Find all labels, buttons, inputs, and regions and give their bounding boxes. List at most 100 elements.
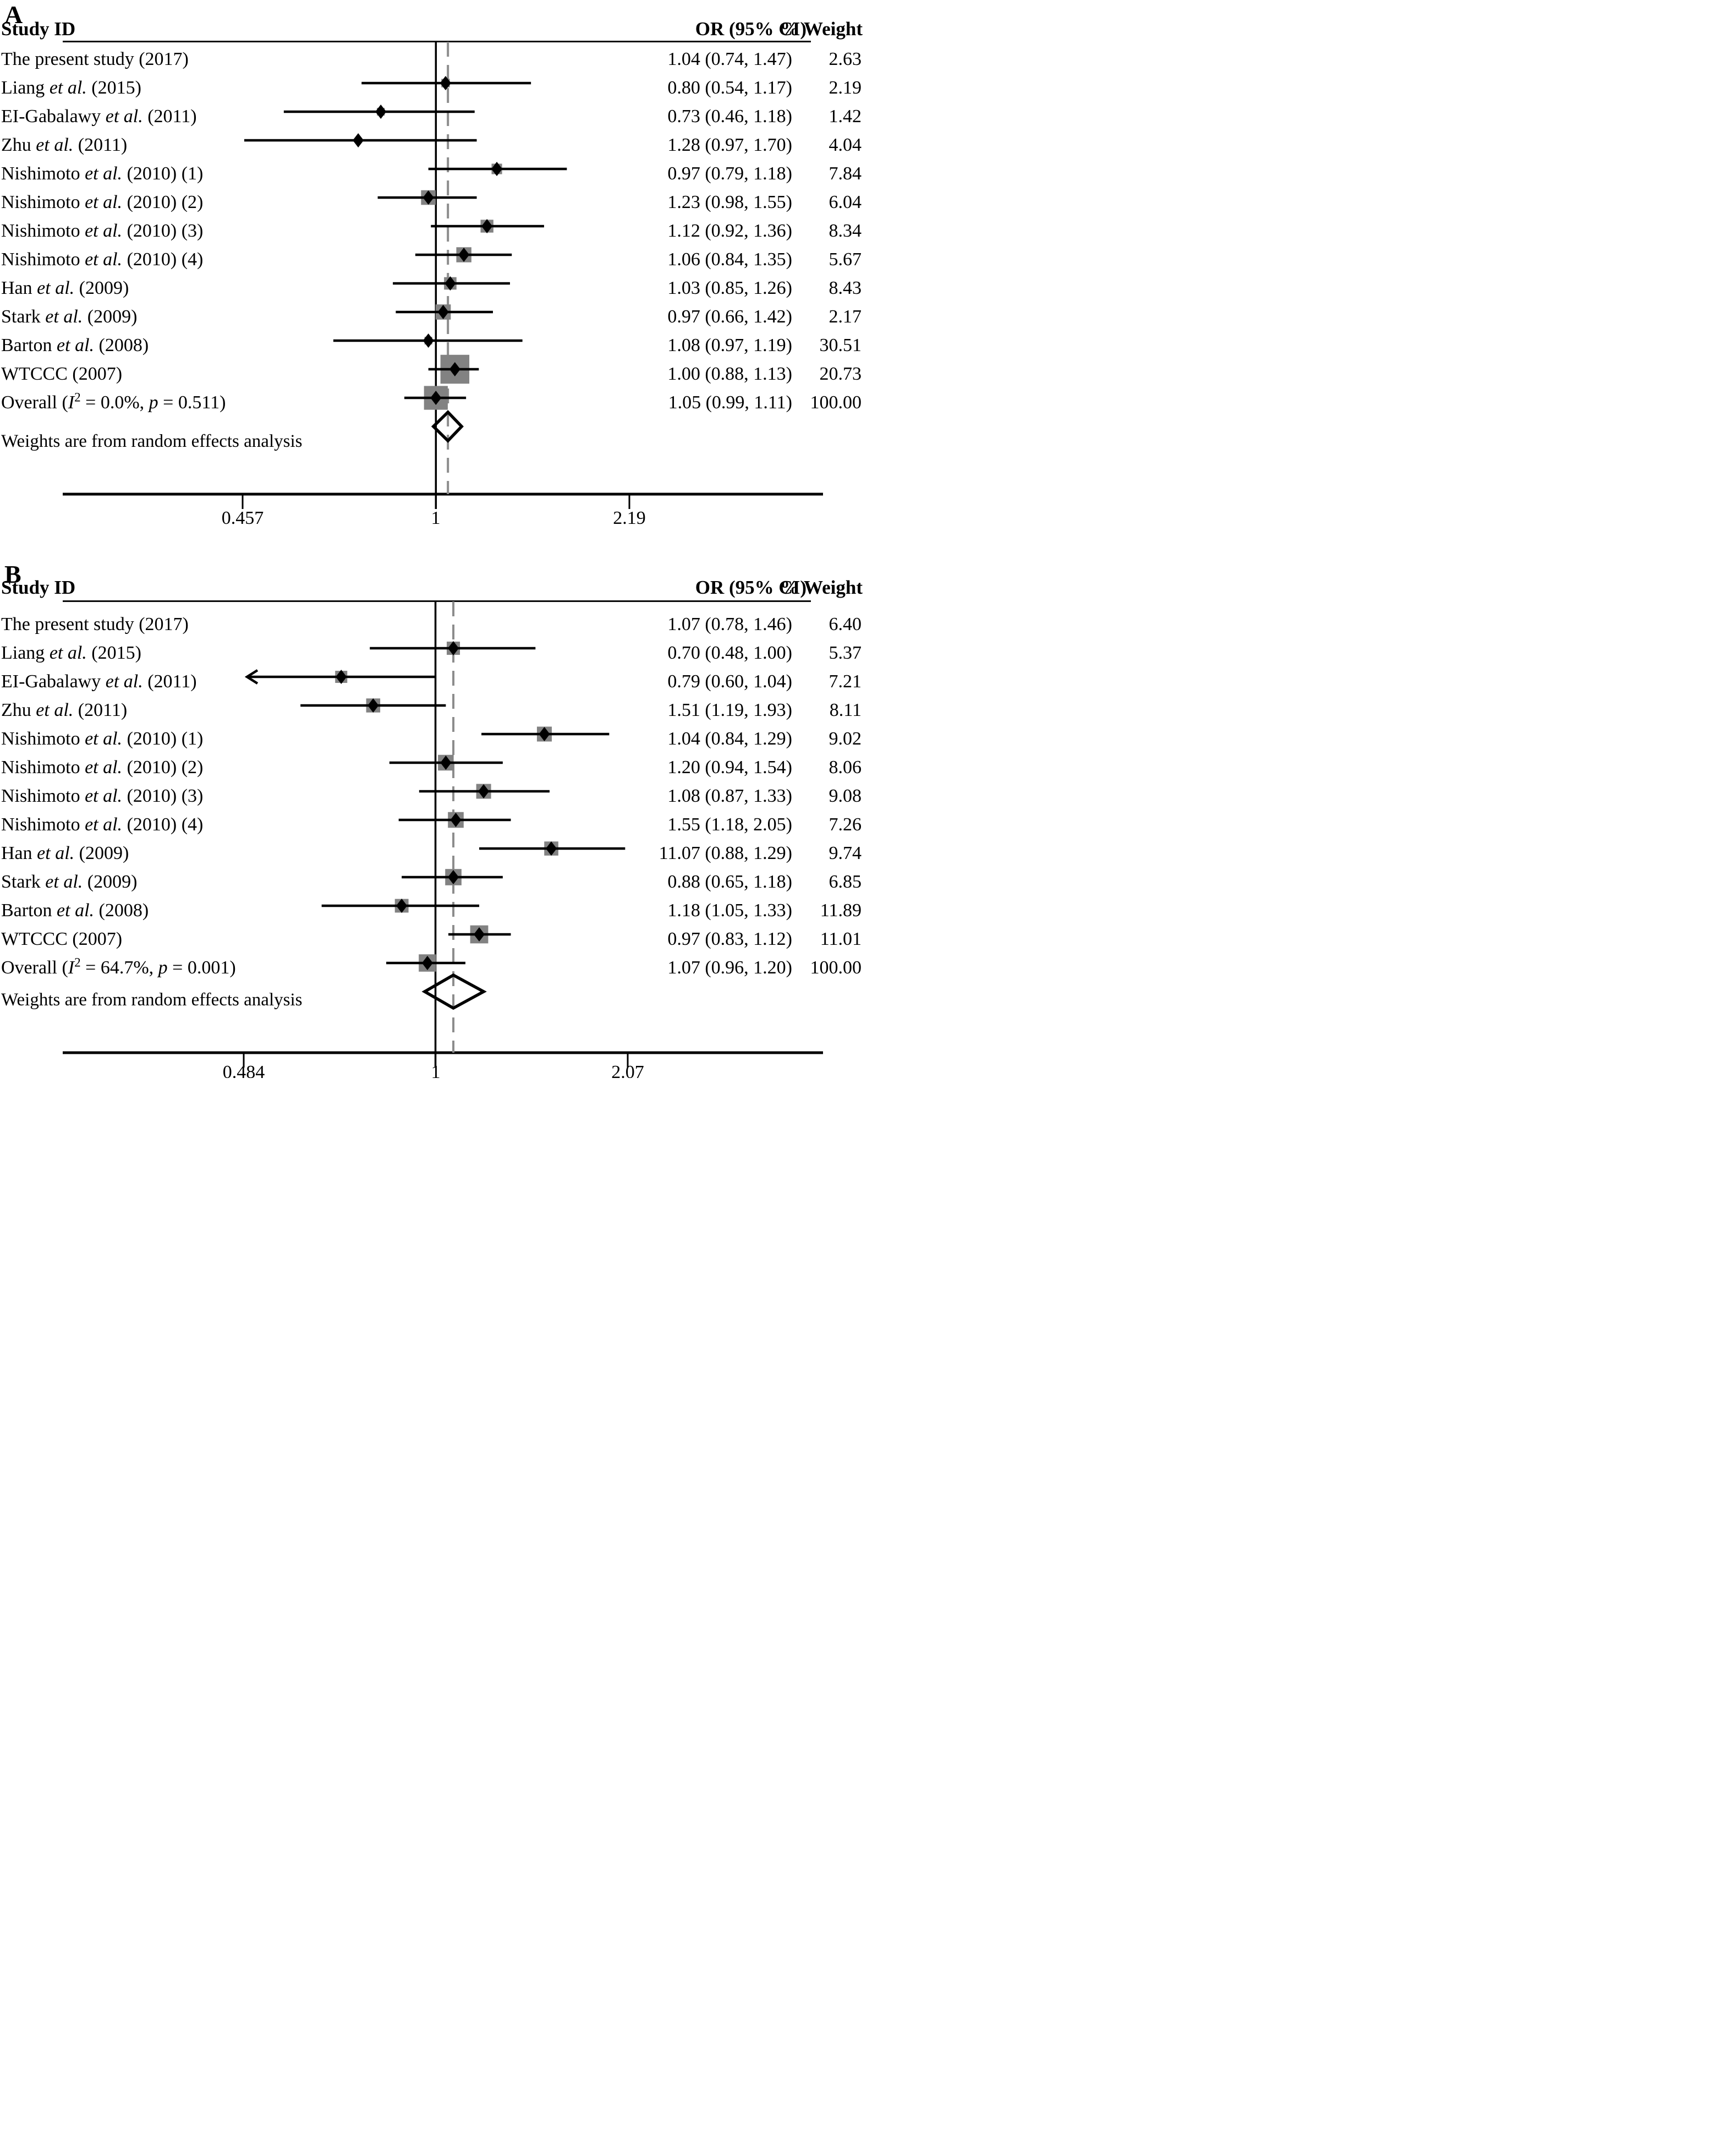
or-ci-value: 1.08 (0.97, 1.19) [667,335,792,355]
study-id-column-header: Study ID [1,577,76,598]
point-estimate-diamond [423,190,434,205]
study-row-label: Zhu et al. (2011) [1,700,128,720]
weight-square [445,869,462,885]
study-row-label: Nishimoto et al. (2010) (1) [1,163,204,184]
forest-panel-b: B Study ID OR (95% CI) % Weight The pres… [0,539,864,1079]
weight-value: 11.01 [820,929,862,949]
study-row-label: Barton et al. (2008) [1,335,149,355]
panel-letter: A [4,1,23,29]
weight-square [335,670,348,683]
or-ci-value: 0.88 (0.65, 1.18) [667,872,792,892]
study-row-label: WTCCC (2007) [1,364,123,384]
point-estimate-diamond [450,813,462,827]
weight-square [536,726,552,742]
weight-square [444,277,457,290]
study-row-label: Nishimoto et al. (2010) (4) [1,249,204,270]
weight-value: 100.00 [810,957,862,978]
overall-row-label: Overall (I2 = 0.0%, p = 0.511) [1,390,226,413]
weight-square [476,784,491,799]
weight-square [491,163,502,174]
weight-value: 2.17 [829,307,862,327]
weight-value: 1.42 [829,106,862,127]
forest-panel-a: A Study ID OR (95% CI) % Weight The pres… [0,0,864,539]
point-estimate-diamond [458,248,470,262]
point-estimate-diamond [437,305,449,319]
left-arrow-icon [244,669,259,685]
point-estimate-diamond [546,841,557,856]
weight-value: 8.06 [829,757,862,778]
or-ci-value: 1.06 (0.84, 1.35) [667,249,792,270]
weight-square [448,812,464,828]
or-column-header: OR (95% CI) [695,577,807,598]
weight-value: 100.00 [810,392,862,413]
overall-diamond [431,410,464,443]
or-ci-value: 1.12 (0.92, 1.36) [667,221,792,241]
study-row-label: Stark et al. (2009) [1,307,138,327]
weight-square [394,899,409,913]
weight-square [424,386,448,410]
weight-value: 6.04 [829,192,862,212]
point-estimate-diamond [353,133,364,147]
overall-diamond [421,973,487,1010]
point-estimate-diamond [336,670,347,684]
weight-square [438,754,454,771]
point-estimate-diamond [396,899,408,913]
weight-value: 2.19 [829,78,862,98]
or-ci-value: 1.07 (0.96, 1.20) [667,957,792,978]
or-ci-value: 0.97 (0.79, 1.18) [667,163,792,184]
or-ci-value: 1.04 (0.84, 1.29) [667,729,792,749]
header-rule [63,41,811,42]
weight-value: 8.43 [829,278,862,298]
point-estimate-diamond [478,784,490,798]
weight-value: 7.21 [829,671,862,692]
or-ci-value: 1.07 (0.78, 1.46) [667,614,792,634]
study-id-column-header: Study ID [1,18,76,40]
overall-row-label: Overall (I2 = 64.7%, p = 0.001) [1,955,236,978]
x-tick-label: 1 [431,1062,441,1078]
study-row-label: Nishimoto et al. (2010) (2) [1,757,204,778]
weight-value: 5.37 [829,643,862,663]
weight-column-header: % Weight [780,577,863,598]
or-ci-value: 1.51 (1.19, 1.93) [667,700,792,720]
weight-square [470,925,489,944]
weight-value: 8.34 [829,221,862,241]
or-ci-value: 0.73 (0.46, 1.18) [667,106,792,127]
weight-value: 8.11 [829,700,862,720]
x-tick-label: 1 [431,508,441,528]
point-estimate-diamond [440,756,452,770]
or-ci-value: 1.28 (0.97, 1.70) [667,135,792,155]
weight-column-header: % Weight [780,18,863,40]
weight-value: 9.74 [829,843,862,863]
or-ci-value: 1.18 (1.05, 1.33) [667,900,792,921]
header-rule [63,600,811,602]
x-tick-label: 2.19 [613,508,646,528]
random-effects-note: Weights are from random effects analysis [1,431,303,451]
point-estimate-diamond [449,362,460,376]
weight-square [419,954,436,972]
study-row-label: Nishimoto et al. (2010) (3) [1,786,204,806]
x-tick-label: 2.07 [611,1062,644,1078]
study-row-label: Han et al. (2009) [1,278,129,298]
weight-square [544,841,558,856]
or-ci-value: 1.08 (0.87, 1.33) [667,786,792,806]
study-row-label: Nishimoto et al. (2010) (4) [1,814,204,835]
point-estimate-diamond [440,76,451,90]
study-row-label: Zhu et al. (2011) [1,135,128,155]
or-ci-value: 1.03 (0.85, 1.26) [667,278,792,298]
weight-value: 4.04 [829,135,862,155]
weight-value: 7.84 [829,163,862,184]
point-estimate-diamond [421,956,433,970]
weight-square [424,337,432,344]
x-tick-label: 0.457 [221,508,264,528]
study-row-label: EI-Gabalawy et al. (2011) [1,106,197,127]
or-ci-value: 1.00 (0.88, 1.13) [667,364,792,384]
or-ci-value: 0.70 (0.48, 1.00) [667,643,792,663]
weight-square [480,220,493,233]
or-ci-value: 1.23 (0.98, 1.55) [667,192,792,212]
point-estimate-diamond [474,927,485,942]
or-ci-value: 0.97 (0.83, 1.12) [667,929,792,949]
weight-value: 5.67 [829,249,862,270]
study-row-label: WTCCC (2007) [1,929,123,949]
or-ci-value: 11.07 (0.88, 1.29) [659,843,792,863]
weight-value: 30.51 [819,335,862,355]
